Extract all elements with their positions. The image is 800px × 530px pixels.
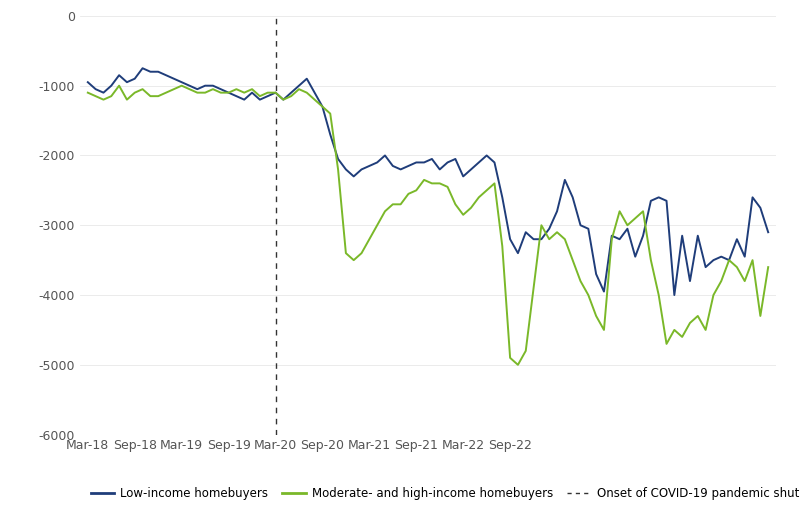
Moderate- and high-income homebuyers (630, 215, 640, 222)
Moderate- and high-income homebuyers (278, 96, 288, 103)
Low-income homebuyers (670, 292, 679, 298)
Moderate- and high-income homebuyers (114, 83, 124, 89)
Low-income homebuyers (763, 229, 773, 235)
Moderate- and high-income homebuyers (490, 180, 499, 187)
Moderate- and high-income homebuyers (427, 180, 437, 187)
Line: Low-income homebuyers: Low-income homebuyers (88, 68, 768, 295)
Low-income homebuyers (622, 226, 632, 232)
Low-income homebuyers (490, 159, 499, 165)
Low-income homebuyers (427, 156, 437, 162)
Legend: Low-income homebuyers, Moderate- and high-income homebuyers, Onset of COVID-19 p: Low-income homebuyers, Moderate- and hig… (86, 482, 800, 505)
Low-income homebuyers (83, 79, 93, 85)
Low-income homebuyers (138, 65, 147, 72)
Moderate- and high-income homebuyers (83, 90, 93, 96)
Moderate- and high-income homebuyers (763, 264, 773, 270)
Moderate- and high-income homebuyers (513, 361, 522, 368)
Low-income homebuyers (286, 90, 296, 96)
Moderate- and high-income homebuyers (98, 96, 108, 103)
Low-income homebuyers (278, 96, 288, 103)
Moderate- and high-income homebuyers (286, 93, 296, 99)
Low-income homebuyers (98, 90, 108, 96)
Line: Moderate- and high-income homebuyers: Moderate- and high-income homebuyers (88, 86, 768, 365)
